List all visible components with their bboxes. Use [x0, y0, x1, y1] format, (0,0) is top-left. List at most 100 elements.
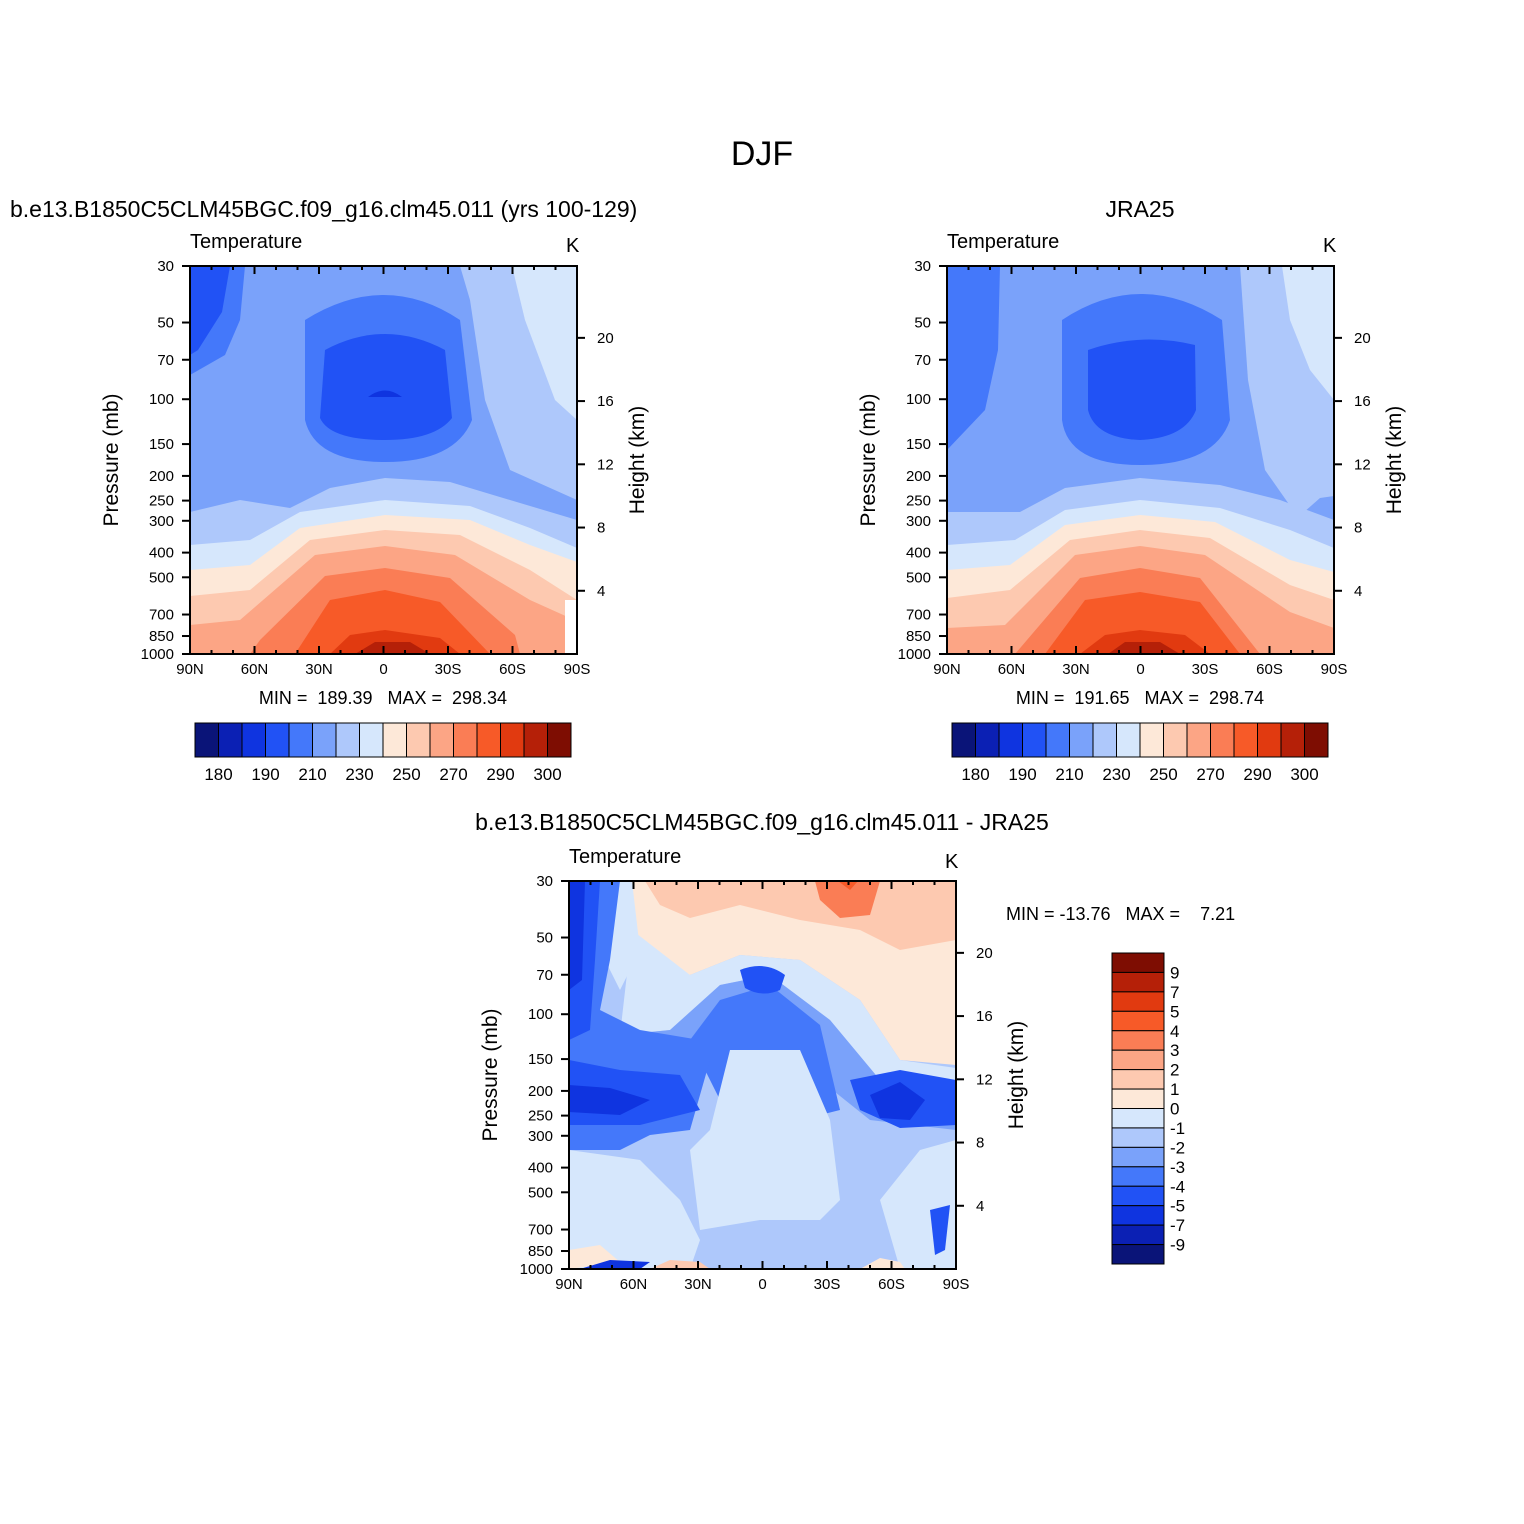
- contour-fill: [320, 334, 452, 440]
- colorbar-swatch: [1111, 1030, 1165, 1051]
- colorbar-swatch: [1111, 1205, 1165, 1226]
- colorbar-swatch: [500, 722, 525, 758]
- x-tick-label: 0: [379, 661, 387, 678]
- axes: 90N 60N 30N 0 30S 60S 90S 30 50 70 100 150 200 250 300…: [520, 873, 993, 1293]
- colorbar-swatch: [194, 722, 219, 758]
- colorbar-label: 270: [1196, 765, 1224, 784]
- axes: 90N 60N 30N 0 30S 60S 90S 30 50 70 100 150 200 250 300…: [898, 258, 1371, 678]
- x-tick-label: 30S: [1192, 661, 1219, 678]
- y-tick-label: 50: [157, 315, 174, 332]
- y-tick-label: 400: [149, 545, 174, 562]
- colorbar-swatch: [998, 722, 1023, 758]
- y-tick-label: 850: [906, 628, 931, 645]
- panel-title: JRA25: [1105, 196, 1174, 222]
- colorbar-swatch: [1186, 722, 1211, 758]
- colorbar-swatch: [1111, 1108, 1165, 1129]
- y-tick-label: 1000: [520, 1261, 553, 1278]
- y-tick-label: 150: [906, 436, 931, 453]
- colorbar-label: 290: [486, 765, 514, 784]
- colorbar-swatch: [382, 722, 407, 758]
- panel-title: b.e13.B1850C5CLM45BGC.f09_g16.clm45.011 …: [475, 809, 1049, 835]
- colorbar-swatch: [523, 722, 548, 758]
- colorbar-label: 3: [1170, 1041, 1179, 1060]
- contour-fill: [368, 390, 402, 397]
- colorbar-label: 2: [1170, 1061, 1179, 1080]
- variable-label: Temperature: [190, 231, 302, 253]
- panel-difference: b.e13.B1850C5CLM45BGC.f09_g16.clm45.011 …: [475, 809, 1235, 1293]
- contour-fill: [1045, 592, 1240, 654]
- y-tick-label: 100: [528, 1006, 553, 1023]
- colorbar-swatch: [1111, 971, 1165, 993]
- colorbar-swatch: [1163, 722, 1188, 758]
- colorbar-swatch: [1111, 1069, 1165, 1090]
- colorbar-swatch: [429, 722, 454, 758]
- y-right-tick-label: 4: [1354, 583, 1362, 600]
- y-axis-right-label: Height (km): [626, 406, 649, 515]
- x-tick-label: 90S: [564, 661, 591, 678]
- contour-fill: [740, 966, 785, 994]
- colorbar-label: 250: [392, 765, 420, 784]
- contour-fill: [355, 642, 430, 654]
- contour-fill: [860, 1258, 905, 1269]
- y-tick-label: 300: [149, 513, 174, 530]
- panel-model: b.e13.B1850C5CLM45BGC.f09_g16.clm45.011 …: [10, 196, 649, 784]
- colorbar-label: 180: [961, 765, 989, 784]
- x-tick-label: 90N: [555, 1276, 583, 1293]
- y-right-tick-label: 8: [1354, 520, 1362, 537]
- y-tick-label: 50: [914, 315, 931, 332]
- y-right-tick-label: 8: [976, 1135, 984, 1152]
- y-right-tick-label: 4: [976, 1198, 984, 1215]
- contour-fill: [690, 1050, 840, 1230]
- colorbar-swatch: [1111, 1146, 1165, 1168]
- colorbar-swatch: [547, 722, 572, 758]
- x-tick-label: 0: [1136, 661, 1144, 678]
- x-tick-label: 90S: [1321, 661, 1348, 678]
- colorbar-label: 9: [1170, 963, 1179, 982]
- contour-field: [569, 881, 956, 1269]
- panel-title: b.e13.B1850C5CLM45BGC.f09_g16.clm45.011 …: [10, 196, 637, 222]
- x-tick-label: 60S: [499, 661, 526, 678]
- colorbar-swatch: [1111, 1049, 1165, 1071]
- y-tick-label: 300: [906, 513, 931, 530]
- units-label: K: [945, 851, 959, 873]
- variable-label: Temperature: [947, 231, 1059, 253]
- colorbar-swatch: [1111, 1010, 1165, 1032]
- y-tick-label: 500: [149, 569, 174, 586]
- contour-fill: [870, 1082, 925, 1120]
- x-tick-label: 60N: [620, 1276, 648, 1293]
- y-tick-label: 250: [528, 1108, 553, 1125]
- colorbar-swatch: [1111, 952, 1165, 973]
- colorbar-swatch: [241, 722, 266, 758]
- y-tick-label: 500: [528, 1184, 553, 1201]
- x-tick-label: 90N: [176, 661, 204, 678]
- colorbar-swatch: [1304, 722, 1329, 758]
- y-tick-label: 700: [149, 607, 174, 624]
- y-tick-label: 70: [914, 352, 931, 369]
- y-tick-label: 50: [536, 930, 553, 947]
- variable-label: Temperature: [569, 846, 681, 868]
- contour-fill: [1282, 266, 1334, 400]
- contour-fill: [569, 881, 585, 990]
- colorbar-label: -9: [1170, 1236, 1185, 1255]
- units-label: K: [566, 235, 580, 257]
- contour-fill: [190, 266, 230, 355]
- colorbar-label: 300: [533, 765, 561, 784]
- colorbar-swatch: [453, 722, 478, 758]
- contour-field: [190, 266, 577, 654]
- y-tick-label: 200: [906, 468, 931, 485]
- y-axis-label: Pressure (mb): [857, 393, 880, 526]
- y-right-tick-label: 20: [1354, 330, 1371, 347]
- colorbar: 180 190 210 230 250 270 290 300: [194, 722, 572, 784]
- colorbar-swatch: [406, 722, 431, 758]
- x-tick-label: 90S: [943, 1276, 970, 1293]
- y-tick-label: 30: [914, 258, 931, 275]
- colorbar-swatch: [1139, 722, 1164, 758]
- contour-fill: [947, 266, 1000, 450]
- x-tick-label: 30N: [684, 1276, 712, 1293]
- x-tick-label: 60S: [1256, 661, 1283, 678]
- colorbar-swatch: [1111, 1244, 1165, 1265]
- y-right-tick-label: 20: [976, 945, 993, 962]
- colorbar-swatch: [1022, 722, 1047, 758]
- contour-fill: [295, 590, 490, 654]
- colorbar-label: 210: [298, 765, 326, 784]
